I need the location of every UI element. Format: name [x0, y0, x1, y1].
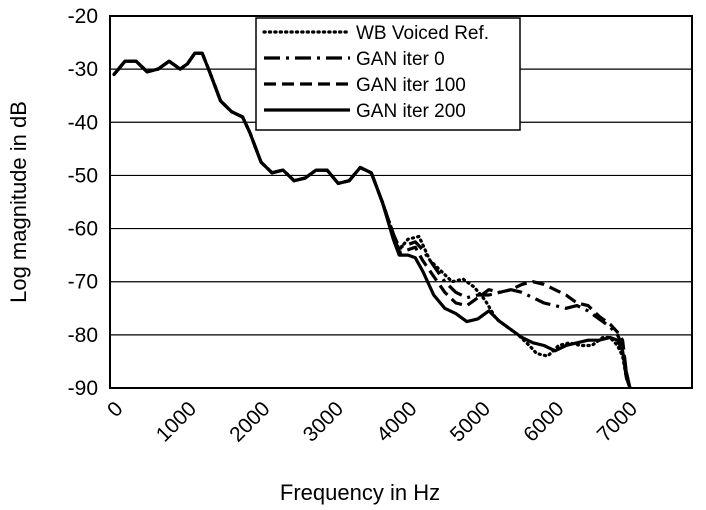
legend-box	[255, 17, 521, 131]
y-tick-label: -70	[68, 271, 98, 294]
legend-label: GAN iter 100	[356, 75, 466, 96]
x-tick-label: 4000	[372, 397, 421, 446]
x-tick-label: 3000	[299, 397, 348, 446]
y-axis-ticks: -20 -30 -40 -50 -60 -70 -80 -90	[68, 5, 98, 400]
x-tick-label: 2000	[225, 397, 274, 446]
y-tick-label: -30	[68, 58, 98, 81]
y-tick-label: -20	[68, 5, 98, 28]
x-axis-ticks: 0 1000 2000 3000 4000 5000 6000 7000	[103, 397, 642, 446]
y-tick-label: -40	[68, 111, 98, 134]
x-tick-label: 5000	[446, 397, 495, 446]
y-tick-label: -80	[68, 324, 98, 347]
series-lines	[112, 51, 632, 390]
series-line-3	[112, 51, 632, 389]
plot-frame	[109, 15, 693, 389]
x-tick-label: 0	[103, 397, 128, 422]
y-tick-label: -50	[68, 164, 98, 187]
y-tick-label: -90	[68, 377, 98, 400]
legend-label: GAN iter 200	[356, 101, 466, 122]
legend: WB Voiced Ref. GAN iter 0 GAN iter 100 GAN …	[255, 17, 521, 131]
x-axis-label: Frequency in Hz	[280, 480, 440, 505]
x-tick-label: 6000	[519, 397, 568, 446]
legend-label: GAN iter 0	[356, 49, 445, 70]
x-tick-label: 1000	[152, 397, 201, 446]
legend-label: WB Voiced Ref.	[356, 23, 489, 44]
y-axis-label: Log magnitude in dB	[6, 101, 31, 303]
x-tick-label: 7000	[593, 397, 642, 446]
y-tick-label: -60	[68, 218, 98, 241]
